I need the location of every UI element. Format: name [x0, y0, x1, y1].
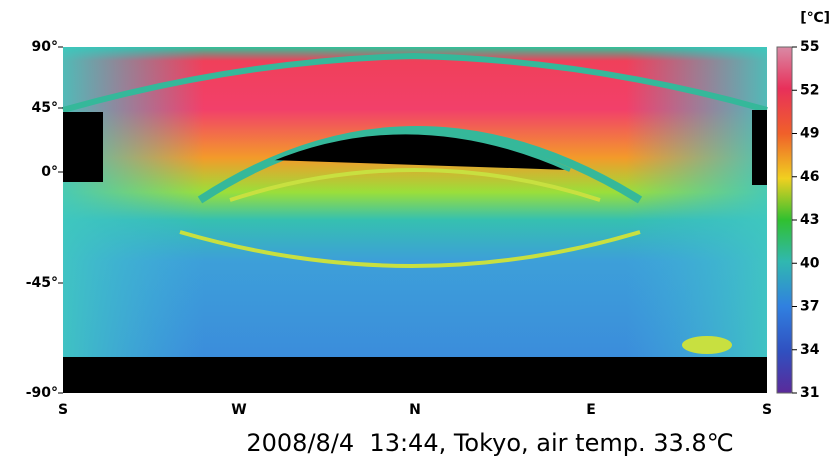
colorbar-tick-label: 31: [800, 385, 819, 401]
thermal-image: [63, 47, 767, 393]
y-tick-label: 0°: [41, 164, 58, 180]
y-tick-label: 90°: [32, 39, 58, 55]
x-tick-label: S: [762, 402, 772, 418]
colorbar-tick-label: 37: [800, 299, 819, 315]
colorbar-tick-label: 49: [800, 126, 819, 142]
caption: 2008/8/4 13:44, Tokyo, air temp. 33.8℃: [246, 429, 733, 457]
page: [℃] 2008/8/4 13:44, Tokyo, air temp. 33.…: [0, 0, 835, 465]
colorbar: [777, 47, 792, 393]
colorbar-tick-label: 46: [800, 169, 819, 185]
x-tick-label: W: [231, 402, 246, 418]
colorbar-tick-label: 34: [800, 342, 820, 358]
colorbar-unit: [℃]: [800, 10, 830, 26]
colorbar-tick-label: 43: [800, 212, 819, 228]
y-tick-label: 45°: [32, 100, 58, 116]
x-tick-label: E: [586, 402, 596, 418]
y-tick-label: -90°: [26, 385, 58, 401]
x-tick-label: N: [409, 402, 421, 418]
colorbar-tick-label: 40: [800, 255, 820, 271]
x-tick-label: S: [58, 402, 68, 418]
y-tick-label: -45°: [26, 275, 58, 291]
colorbar-tick-label: 52: [800, 82, 819, 98]
colorbar-tick-label: 55: [800, 39, 819, 55]
